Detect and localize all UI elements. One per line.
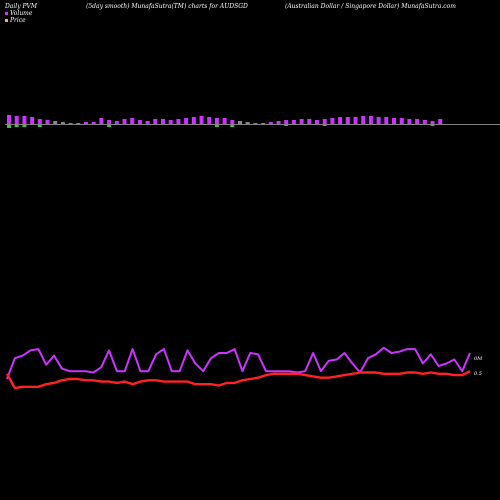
volume-bar <box>315 120 319 124</box>
volume-bar <box>107 120 112 124</box>
volume-series-line <box>6 346 471 380</box>
volume-bar <box>76 123 81 124</box>
volume-bar-down <box>322 125 327 126</box>
volume-bar <box>45 120 50 124</box>
volume-bar <box>291 120 296 124</box>
volume-bar <box>361 116 366 124</box>
volume-bar <box>430 121 435 124</box>
legend-price: Price <box>5 17 26 24</box>
volume-bar <box>137 120 142 124</box>
volume-bar <box>199 116 204 124</box>
volume-bar <box>245 122 250 124</box>
volume-bar-down <box>430 125 435 126</box>
chart-header-right: (Australian Dollar / Singapore Dollar) M… <box>285 3 456 10</box>
volume-bar <box>184 118 189 124</box>
volume-bar <box>30 117 35 124</box>
volume-bar <box>176 119 181 124</box>
volume-axis-label: 0M <box>474 356 483 362</box>
volume-bar <box>415 119 420 124</box>
volume-bar <box>68 123 73 124</box>
volume-bar <box>392 118 396 124</box>
volume-bar <box>345 117 350 124</box>
volume-bar <box>330 118 335 124</box>
volume-bar <box>84 122 88 124</box>
volume-bars <box>7 115 443 128</box>
legend-volume: Volume <box>5 10 32 17</box>
volume-bar-down <box>214 125 219 127</box>
volume-bar <box>407 119 412 124</box>
volume-bar <box>376 117 381 124</box>
volume-bar <box>114 121 119 124</box>
volume-bar <box>122 119 127 124</box>
volume-bar <box>399 118 404 124</box>
volume-bar <box>438 119 443 124</box>
volume-bar <box>338 117 343 124</box>
volume-bar-down <box>22 125 27 127</box>
volume-bar <box>161 119 165 124</box>
volume-bar-down <box>230 125 235 127</box>
volume-bar <box>22 116 27 124</box>
volume-bar <box>91 122 96 124</box>
volume-bar <box>191 117 196 124</box>
volume-bar <box>53 121 58 124</box>
price-axis-label: 0.5 <box>474 371 482 377</box>
volume-bar <box>238 121 242 124</box>
volume-bar <box>145 121 150 124</box>
legend-price-swatch <box>5 19 8 22</box>
volume-bar <box>284 120 289 124</box>
volume-bar <box>153 119 158 124</box>
volume-bar <box>261 123 266 124</box>
volume-bar-down <box>7 125 11 128</box>
volume-bar <box>322 119 327 124</box>
volume-bar <box>99 118 104 124</box>
volume-bar <box>207 117 212 124</box>
volume-bar <box>168 120 173 124</box>
volume-bar <box>422 120 427 124</box>
legend-volume-swatch <box>5 12 8 15</box>
volume-bar <box>14 116 19 124</box>
chart-header-left: Daily PVM <box>5 3 38 10</box>
volume-bar-down <box>14 125 19 127</box>
volume-bar <box>214 118 219 124</box>
volume-bar-down <box>284 125 289 126</box>
volume-bar <box>384 117 389 124</box>
volume-bar <box>7 115 11 124</box>
price-series-line <box>5 370 471 390</box>
volume-bar <box>37 119 42 124</box>
legend-price-label: Price <box>10 17 26 24</box>
volume-bar <box>268 122 273 124</box>
volume-bar <box>253 123 258 124</box>
volume-bar-down <box>107 125 112 127</box>
volume-bar <box>222 118 227 124</box>
volume-bar <box>353 117 358 124</box>
volume-bar <box>60 122 65 124</box>
volume-bar <box>230 120 235 124</box>
volume-bar-down <box>37 125 42 127</box>
legend-volume-label: Volume <box>10 10 33 17</box>
chart-header-title: (5day smooth) MunafaSutra(TM) charts for… <box>86 3 248 10</box>
volume-bar <box>299 119 304 124</box>
volume-bar <box>276 121 281 124</box>
volume-bar <box>130 118 135 124</box>
volume-bar <box>307 119 312 124</box>
volume-bar <box>368 116 373 124</box>
